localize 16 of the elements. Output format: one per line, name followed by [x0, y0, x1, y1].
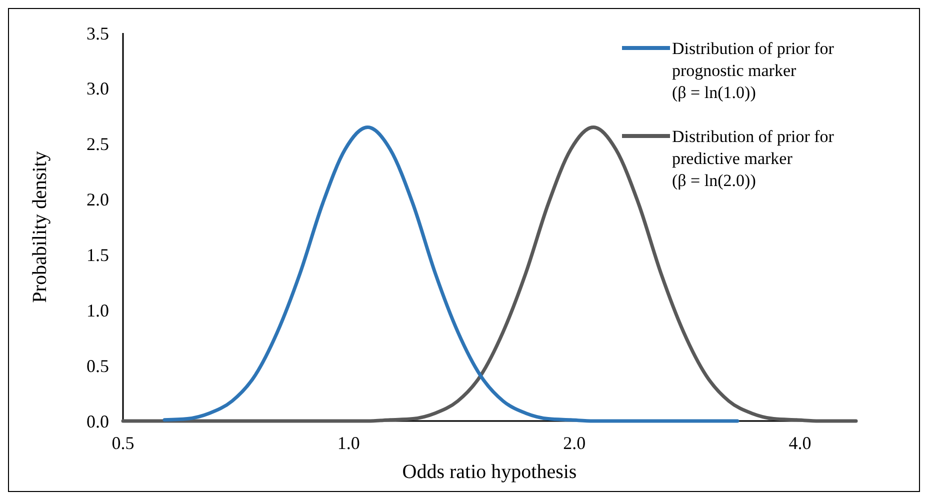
y-tick-label: 3.0 [86, 78, 109, 99]
x-tick-label: 4.0 [788, 433, 812, 453]
legend-label: Distribution of prior for prognostic marker (β = ln(1.0)) [672, 38, 834, 102]
y-tick-label: 0.5 [86, 356, 109, 376]
legend-label: Distribution of prior for predictive marker (β = ln(2.0)) [672, 126, 834, 190]
y-tick-label: 0.0 [86, 411, 109, 432]
x-axis-title: Odds ratio hypothesis [402, 461, 577, 483]
x-tick-label: 0.5 [112, 433, 134, 453]
y-tick-label: 3.5 [86, 23, 109, 44]
y-tick-label: 1.0 [86, 300, 109, 320]
y-axis-title: Probability density [29, 151, 51, 303]
x-tick-label: 2.0 [563, 433, 586, 453]
y-tick-label: 2.5 [86, 134, 109, 154]
x-tick-label: 1.0 [337, 433, 360, 453]
y-tick-label: 1.5 [86, 245, 109, 266]
y-tick-label: 2.0 [86, 190, 109, 210]
